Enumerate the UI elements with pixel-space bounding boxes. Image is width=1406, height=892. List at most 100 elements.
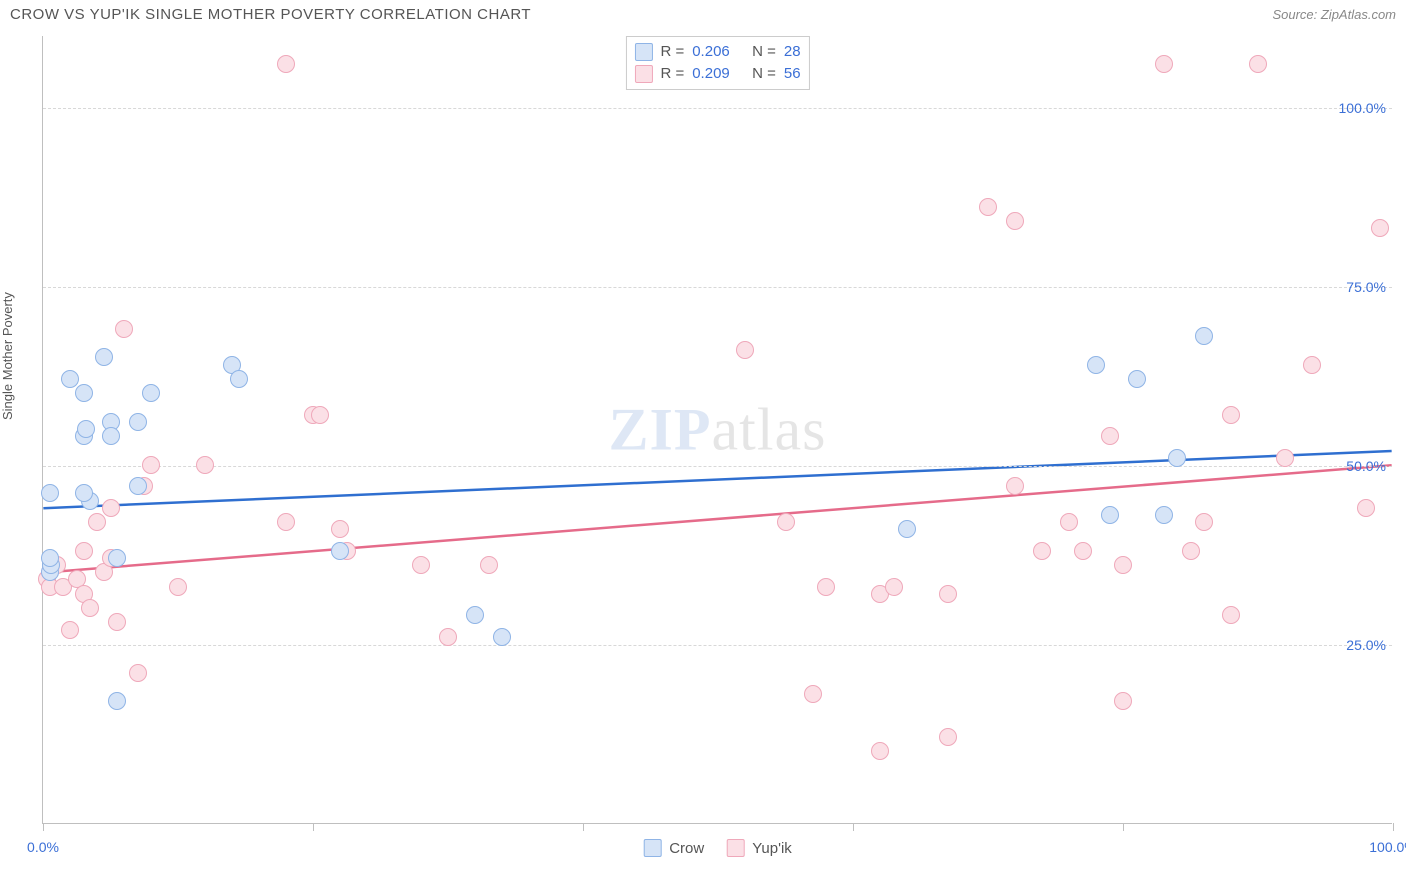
y-tick-label: 75.0% [1346,279,1386,295]
legend-item-yupik: Yup'ik [726,839,792,857]
data-point-yupik [1114,556,1132,574]
legend-r-label: R = [660,63,684,85]
data-point-crow [41,549,59,567]
plot-area: ZIPatlas R = 0.206 N = 28R = 0.209 N = 5… [42,36,1392,824]
data-point-yupik [277,55,295,73]
chart-source: Source: ZipAtlas.com [1272,7,1396,22]
chart-header: CROW VS YUP'IK SINGLE MOTHER POVERTY COR… [10,6,1396,23]
data-point-yupik [1222,606,1240,624]
data-point-crow [1128,370,1146,388]
data-point-yupik [480,556,498,574]
data-point-crow [129,413,147,431]
data-point-yupik [1074,542,1092,560]
trend-line-crow [43,451,1391,508]
data-point-yupik [817,578,835,596]
watermark-rest: atlas [712,396,827,462]
data-point-crow [493,628,511,646]
data-point-crow [466,606,484,624]
data-point-yupik [169,578,187,596]
trend-lines [43,36,1392,823]
x-tick [583,823,584,831]
data-point-yupik [81,599,99,617]
data-point-crow [129,477,147,495]
legend-r-value: 0.206 [692,41,730,63]
data-point-yupik [1155,55,1173,73]
y-tick-label: 50.0% [1346,458,1386,474]
gridline [43,108,1392,109]
data-point-crow [1195,327,1213,345]
data-point-yupik [142,456,160,474]
data-point-crow [1168,449,1186,467]
data-point-yupik [196,456,214,474]
data-point-yupik [1276,449,1294,467]
x-tick-label: 100.0% [1369,839,1406,855]
data-point-yupik [412,556,430,574]
data-point-yupik [1101,427,1119,445]
x-tick [1123,823,1124,831]
data-point-crow [108,692,126,710]
data-point-yupik [1060,513,1078,531]
data-point-yupik [1222,406,1240,424]
legend-swatch-crow [643,839,661,857]
data-point-crow [331,542,349,560]
data-point-yupik [1114,692,1132,710]
data-point-yupik [88,513,106,531]
data-point-crow [95,348,113,366]
legend-item-crow: Crow [643,839,704,857]
data-point-yupik [331,520,349,538]
data-point-yupik [1006,212,1024,230]
data-point-yupik [777,513,795,531]
x-tick [43,823,44,831]
legend-r-label: R = [660,41,684,63]
chart-title: CROW VS YUP'IK SINGLE MOTHER POVERTY COR… [10,6,531,23]
data-point-yupik [311,406,329,424]
data-point-yupik [1182,542,1200,560]
legend-label: Crow [669,840,704,857]
data-point-crow [75,484,93,502]
gridline [43,466,1392,467]
data-point-yupik [75,542,93,560]
data-point-crow [898,520,916,538]
data-point-yupik [1357,499,1375,517]
data-point-crow [230,370,248,388]
data-point-yupik [439,628,457,646]
legend-swatch-yupik [726,839,744,857]
data-point-yupik [1303,356,1321,374]
data-point-yupik [1371,219,1389,237]
data-point-yupik [1249,55,1267,73]
y-axis-label: Single Mother Poverty [0,292,15,420]
x-tick-label: 0.0% [27,839,59,855]
legend-swatch-yupik [634,65,652,83]
legend-n-value: 28 [784,41,801,63]
data-point-yupik [979,198,997,216]
data-point-yupik [61,621,79,639]
legend-n-label: N = [744,63,776,85]
watermark-bold: ZIP [609,396,712,462]
data-point-yupik [1006,477,1024,495]
data-point-crow [61,370,79,388]
x-tick [853,823,854,831]
data-point-yupik [102,499,120,517]
watermark: ZIPatlas [609,395,827,464]
data-point-crow [41,484,59,502]
legend-stat-row-crow: R = 0.206 N = 28 [634,41,800,63]
data-point-crow [77,420,95,438]
data-point-yupik [129,664,147,682]
data-point-yupik [277,513,295,531]
data-point-crow [108,549,126,567]
data-point-yupik [939,728,957,746]
data-point-yupik [939,585,957,603]
data-point-crow [1155,506,1173,524]
data-point-yupik [108,613,126,631]
data-point-yupik [885,578,903,596]
legend-stat-row-yupik: R = 0.209 N = 56 [634,63,800,85]
data-point-crow [1101,506,1119,524]
legend-swatch-crow [634,43,652,61]
data-point-yupik [736,341,754,359]
data-point-yupik [1195,513,1213,531]
y-tick-label: 25.0% [1346,637,1386,653]
data-point-yupik [871,742,889,760]
x-tick [313,823,314,831]
legend-r-value: 0.209 [692,63,730,85]
legend-label: Yup'ik [752,840,792,857]
